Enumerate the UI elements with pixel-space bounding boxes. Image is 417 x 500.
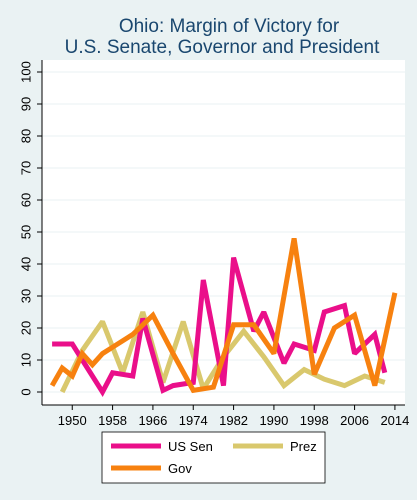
x-axis: 1950 1958 1966 1974 1982 1990 1998 2006 2014 (42, 404, 409, 428)
y-tick-label-30: 30 (19, 289, 34, 303)
x-tick-label-1998: 1998 (300, 413, 329, 428)
legend-label-prez: Prez (290, 439, 317, 454)
y-tick-label-100: 100 (19, 61, 34, 83)
legend-label-us-sen: US Sen (168, 439, 213, 454)
series-line-us-sen (52, 256, 388, 397)
x-tick-label-2014: 2014 (380, 413, 409, 428)
x-tick-label-1990: 1990 (259, 413, 288, 428)
y-tick-label-0: 0 (19, 388, 34, 395)
y-tick-label-80: 80 (19, 129, 34, 143)
x-tick-label-1950: 1950 (58, 413, 87, 428)
legend-label-gov: Gov (168, 461, 192, 476)
x-tick-label-2006: 2006 (340, 413, 369, 428)
chart-title-line-1: Ohio: Margin of Victory for (119, 16, 340, 37)
series-layer (49, 237, 398, 397)
y-axis: 0 10 20 30 40 50 60 70 80 90 100 (19, 60, 43, 405)
chart-title-line-2: U.S. Senate, Governor and President (65, 37, 380, 58)
x-tick-label-1966: 1966 (138, 413, 167, 428)
x-tick-label-1958: 1958 (98, 413, 127, 428)
legend-box (101, 431, 326, 484)
y-tick-label-60: 60 (19, 193, 34, 207)
y-tick-label-70: 70 (19, 161, 34, 175)
y-tick-label-20: 20 (19, 321, 34, 335)
x-tick-label-1974: 1974 (179, 413, 208, 428)
y-tick-label-90: 90 (19, 97, 34, 111)
y-tick-label-40: 40 (19, 257, 34, 271)
legend: US Sen Prez Gov (101, 431, 326, 484)
x-tick-label-1982: 1982 (219, 413, 248, 428)
y-tick-label-50: 50 (19, 225, 34, 239)
y-tick-label-10: 10 (19, 353, 34, 367)
series-line-gov (49, 237, 398, 394)
